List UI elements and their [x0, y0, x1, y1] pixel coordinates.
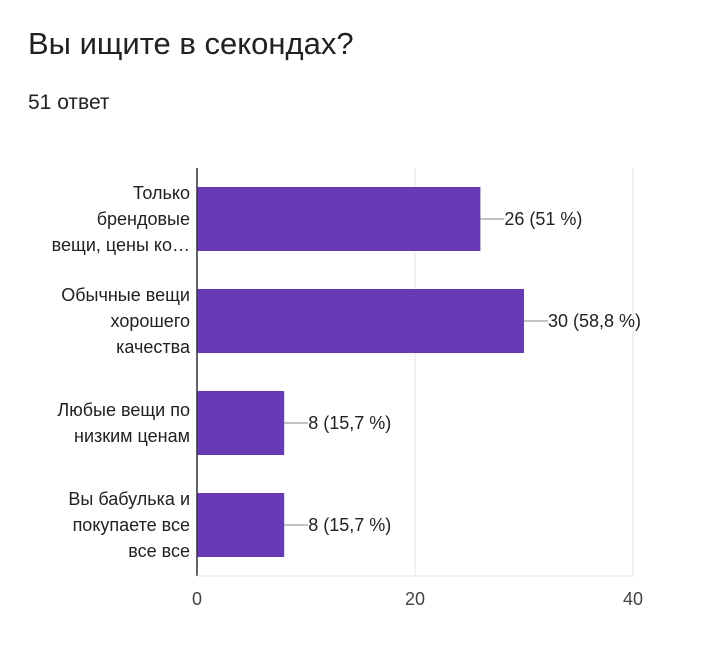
bar-1 [197, 187, 481, 251]
category-label-1-line-2: брендовые [97, 209, 190, 229]
bar-4 [197, 493, 285, 557]
category-label-4-line-3: все все [128, 541, 190, 561]
question-title: Вы ищите в секондах? [28, 26, 354, 61]
category-label-2-line-3: качества [116, 337, 191, 357]
bar-2 [197, 289, 524, 353]
data-label-1: 26 (51 %) [504, 209, 582, 229]
x-tick-label-20: 20 [405, 589, 425, 609]
bar-3 [197, 391, 285, 455]
response-count: 51 ответ [28, 91, 110, 114]
category-label-2-line-2: хорошего [111, 311, 190, 331]
x-tick-label-0: 0 [192, 589, 202, 609]
category-label-2-line-1: Обычные вещи [61, 285, 190, 305]
category-label-3-line-2: низким ценам [74, 426, 190, 446]
category-label-4-line-1: Вы бабулька и [68, 489, 190, 509]
category-label-3-line-1: Любые вещи по [57, 400, 190, 420]
data-label-4: 8 (15,7 %) [308, 515, 391, 535]
category-label-1-line-1: Только [133, 183, 190, 203]
category-label-1-line-3: вещи, цены ко… [52, 235, 190, 255]
category-label-4-line-2: покупаете все [73, 515, 190, 535]
data-label-2: 30 (58,8 %) [548, 311, 641, 331]
x-tick-label-40: 40 [623, 589, 643, 609]
data-label-3: 8 (15,7 %) [308, 413, 391, 433]
